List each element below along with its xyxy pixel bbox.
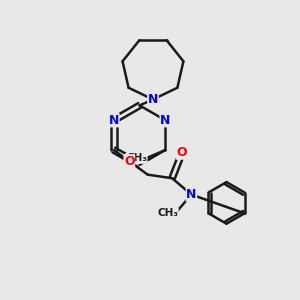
Text: N: N [109, 114, 119, 127]
Text: CH₃: CH₃ [157, 208, 178, 218]
Text: N: N [160, 114, 170, 127]
Text: O: O [176, 146, 187, 159]
Text: CH₃: CH₃ [126, 153, 147, 163]
Text: N: N [186, 188, 197, 201]
Text: O: O [124, 155, 135, 168]
Text: N: N [148, 93, 158, 106]
